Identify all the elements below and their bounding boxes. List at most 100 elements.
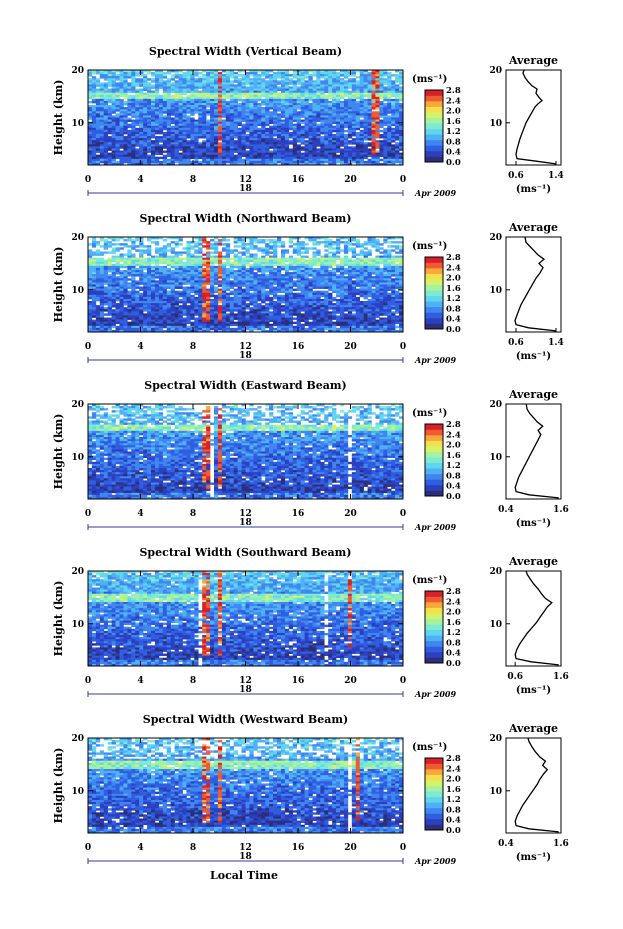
heatmap-cell [288,267,294,271]
heatmap-cell [237,134,242,137]
heatmap-cell [210,123,215,127]
heatmap-cell [355,267,360,271]
heatmap-cell [359,280,364,283]
heatmap-cell [206,140,211,143]
heatmap-cell [158,150,164,153]
heatmap-cell [115,138,120,141]
heatmap-cell [88,125,93,129]
heatmap-cell [103,86,108,89]
heatmap-cell [186,257,191,261]
heatmap-cell [249,109,254,112]
heatmap-cell [111,239,116,242]
heatmap-cell [103,134,108,137]
heatmap-cell [347,125,353,129]
heatmap-cell [320,131,325,135]
colorbar-tick-label: 0.8 [446,137,461,147]
heatmap-cell [119,113,124,116]
heatmap-cell [229,162,234,165]
heatmap-cell [233,239,238,242]
heatmap-cell [214,94,219,98]
heatmap-cell [387,72,392,75]
heatmap-cell [304,156,309,160]
heatmap-cell [194,241,199,244]
heatmap-cell [88,138,93,141]
heatmap-cell [351,105,357,108]
heatmap-cell [154,105,160,108]
heatmap-cell [312,270,317,273]
heatmap-cell [249,241,254,244]
heatmap-cell [300,263,305,267]
heatmap-cell [399,148,403,151]
heatmap-cell [399,134,403,137]
colorbar-swatch [425,139,443,146]
heatmap-cell [194,243,199,246]
heatmap-cell [296,274,301,277]
heatmap-cell [198,237,203,240]
heatmap-cell [332,142,337,145]
heatmap-cell [253,255,258,258]
heatmap-cell [233,84,238,87]
heatmap-cell [178,123,183,127]
heatmap-cell [359,125,364,129]
heatmap-cell [190,263,195,267]
heatmap-cell [292,76,297,79]
heatmap-cell [154,82,160,85]
heatmap-cell [206,245,211,248]
heatmap-cell [111,125,116,129]
heatmap-cell [166,127,171,131]
heatmap-cell [174,237,179,240]
heatmap-cell [103,103,108,106]
heatmap-cell [194,129,199,133]
heatmap-cell [186,162,191,165]
heatmap-cell [351,90,357,94]
heatmap-cell [135,98,140,102]
heatmap-cell [288,255,294,258]
heatmap-cell [343,146,349,149]
heatmap-cell [147,263,152,267]
heatmap-cell [139,146,144,149]
heatmap-cell [273,251,278,254]
heatmap-cell [147,150,152,153]
heatmap-cell [217,282,223,285]
heatmap-cell [217,84,223,87]
heatmap-cell [308,142,313,145]
heatmap-cell [237,103,242,106]
heatmap-cell [225,103,231,106]
heatmap-cell [343,117,349,120]
heatmap-cell [265,100,270,104]
heatmap-cell [265,249,270,252]
heatmap-cell [241,144,246,147]
heatmap-cell [107,94,112,98]
heatmap-cell [127,251,132,254]
heatmap-cell [288,121,294,124]
heatmap-cell [241,241,246,244]
heatmap-cell [123,78,128,81]
heatmap-cell [261,84,266,87]
heatmap-cell [241,152,246,155]
heatmap-cell [147,274,152,277]
heatmap-cell [324,276,329,279]
heatmap-cell [182,263,187,267]
heatmap-cell [186,107,191,110]
heatmap-cell [123,92,128,96]
heatmap-cell [395,94,400,98]
heatmap-cell [237,255,242,258]
heatmap-cell [332,88,337,91]
heatmap-cell [147,123,152,127]
heatmap-cell [139,239,144,242]
heatmap-cell [336,94,341,98]
heatmap-cell [147,82,152,85]
heatmap-cell [162,134,168,137]
heatmap-cell [261,276,266,279]
heatmap-cell [127,117,132,120]
heatmap-cell [296,140,301,143]
heatmap-cell [367,154,372,158]
heatmap-cell [355,148,360,151]
heatmap-cell [174,251,179,254]
heatmap-cell [143,70,148,73]
heatmap-cell [367,160,372,164]
heatmap-cell [269,150,274,153]
heatmap-cell [261,247,266,250]
heatmap-cell [375,150,380,153]
heatmap-cell [371,113,376,116]
